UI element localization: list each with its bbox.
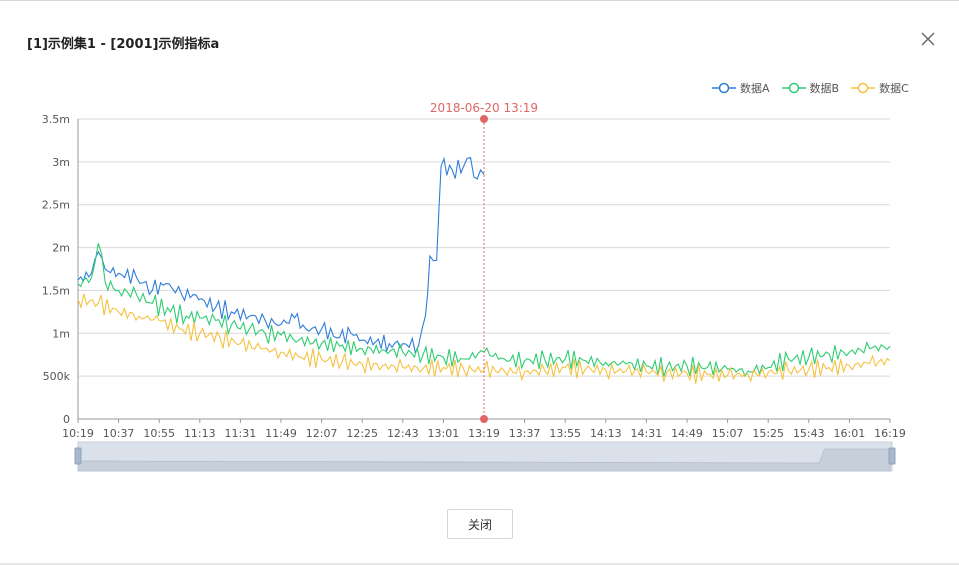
legend-label: 数据B — [809, 82, 840, 95]
x-tick-label: 15:25 — [752, 427, 784, 440]
legend-item-1[interactable]: 数据A — [712, 80, 770, 96]
x-tick-label: 11:49 — [265, 427, 297, 440]
y-tick-label: 0 — [63, 413, 70, 426]
y-axis: 0 500k 1m 1.5m 2m 2.5m 3m 3.5m — [42, 113, 79, 426]
x-tick-label: 14:31 — [631, 427, 663, 440]
series-line-2 — [77, 243, 891, 378]
x-tick-label: 15:43 — [793, 427, 825, 440]
close-icon[interactable] — [917, 28, 939, 50]
data-zoom-slider — [74, 441, 896, 472]
dialog-top-border — [0, 0, 959, 1]
y-tick-label: 1.5m — [42, 284, 70, 297]
dialog-title: [1]示例集1 - [2001]示例指标a — [27, 37, 220, 52]
legend-label: 数据C — [879, 82, 909, 95]
x-tick-label: 12:07 — [306, 427, 338, 440]
x-tick-label: 10:37 — [103, 427, 135, 440]
marker-label: 2018-06-20 13:19 — [430, 101, 538, 115]
x-tick-label: 16:01 — [834, 427, 866, 440]
zoom-handle-right[interactable] — [888, 447, 896, 465]
time-marker: 2018-06-20 13:19 — [430, 101, 538, 423]
x-axis: 10:19 10:37 10:55 11:13 11:31 11:49 12:07 12:25… — [62, 419, 906, 440]
x-tick-label: 10:19 — [62, 427, 94, 440]
x-tick-label: 13:01 — [428, 427, 460, 440]
legend-item-3[interactable]: 数据C — [851, 80, 909, 96]
dialog-bottom-border — [0, 563, 959, 565]
y-tick-label: 500k — [43, 370, 71, 383]
legend-swatch-icon — [851, 82, 876, 94]
x-tick-label: 12:43 — [387, 427, 419, 440]
y-tick-label: 1m — [52, 327, 70, 340]
x-tick-label: 11:31 — [225, 427, 257, 440]
x-tick-label: 11:13 — [184, 427, 216, 440]
legend-label: 数据A — [740, 82, 770, 95]
x-tick-label: 14:49 — [671, 427, 703, 440]
chart-series — [77, 156, 891, 384]
series-line-3 — [77, 293, 891, 384]
x-tick-label: 10:55 — [143, 427, 175, 440]
x-tick-label: 15:07 — [712, 427, 744, 440]
legend-swatch-icon — [781, 82, 806, 94]
legend-item-2[interactable]: 数据B — [781, 80, 840, 96]
y-tick-label: 2.5m — [42, 199, 70, 212]
close-button[interactable]: 关闭 — [447, 509, 513, 539]
y-tick-label: 3.5m — [42, 113, 70, 126]
marker-dot-bottom — [480, 415, 488, 423]
y-tick-label: 2m — [52, 242, 70, 255]
x-tick-label: 13:37 — [509, 427, 541, 440]
marker-dot-top — [480, 115, 488, 123]
y-tick-label: 3m — [52, 156, 70, 169]
legend-swatch-icon — [712, 82, 736, 94]
zoom-handle-left[interactable] — [74, 447, 82, 465]
x-tick-label: 16:19 — [874, 427, 906, 440]
chart-legend: 数据A 数据B 数据C — [712, 80, 909, 96]
x-tick-label: 12:25 — [346, 427, 378, 440]
series-line-1 — [77, 156, 485, 355]
x-tick-label: 14:13 — [590, 427, 622, 440]
x-tick-label: 13:55 — [549, 427, 581, 440]
x-tick-label: 13:19 — [468, 427, 500, 440]
